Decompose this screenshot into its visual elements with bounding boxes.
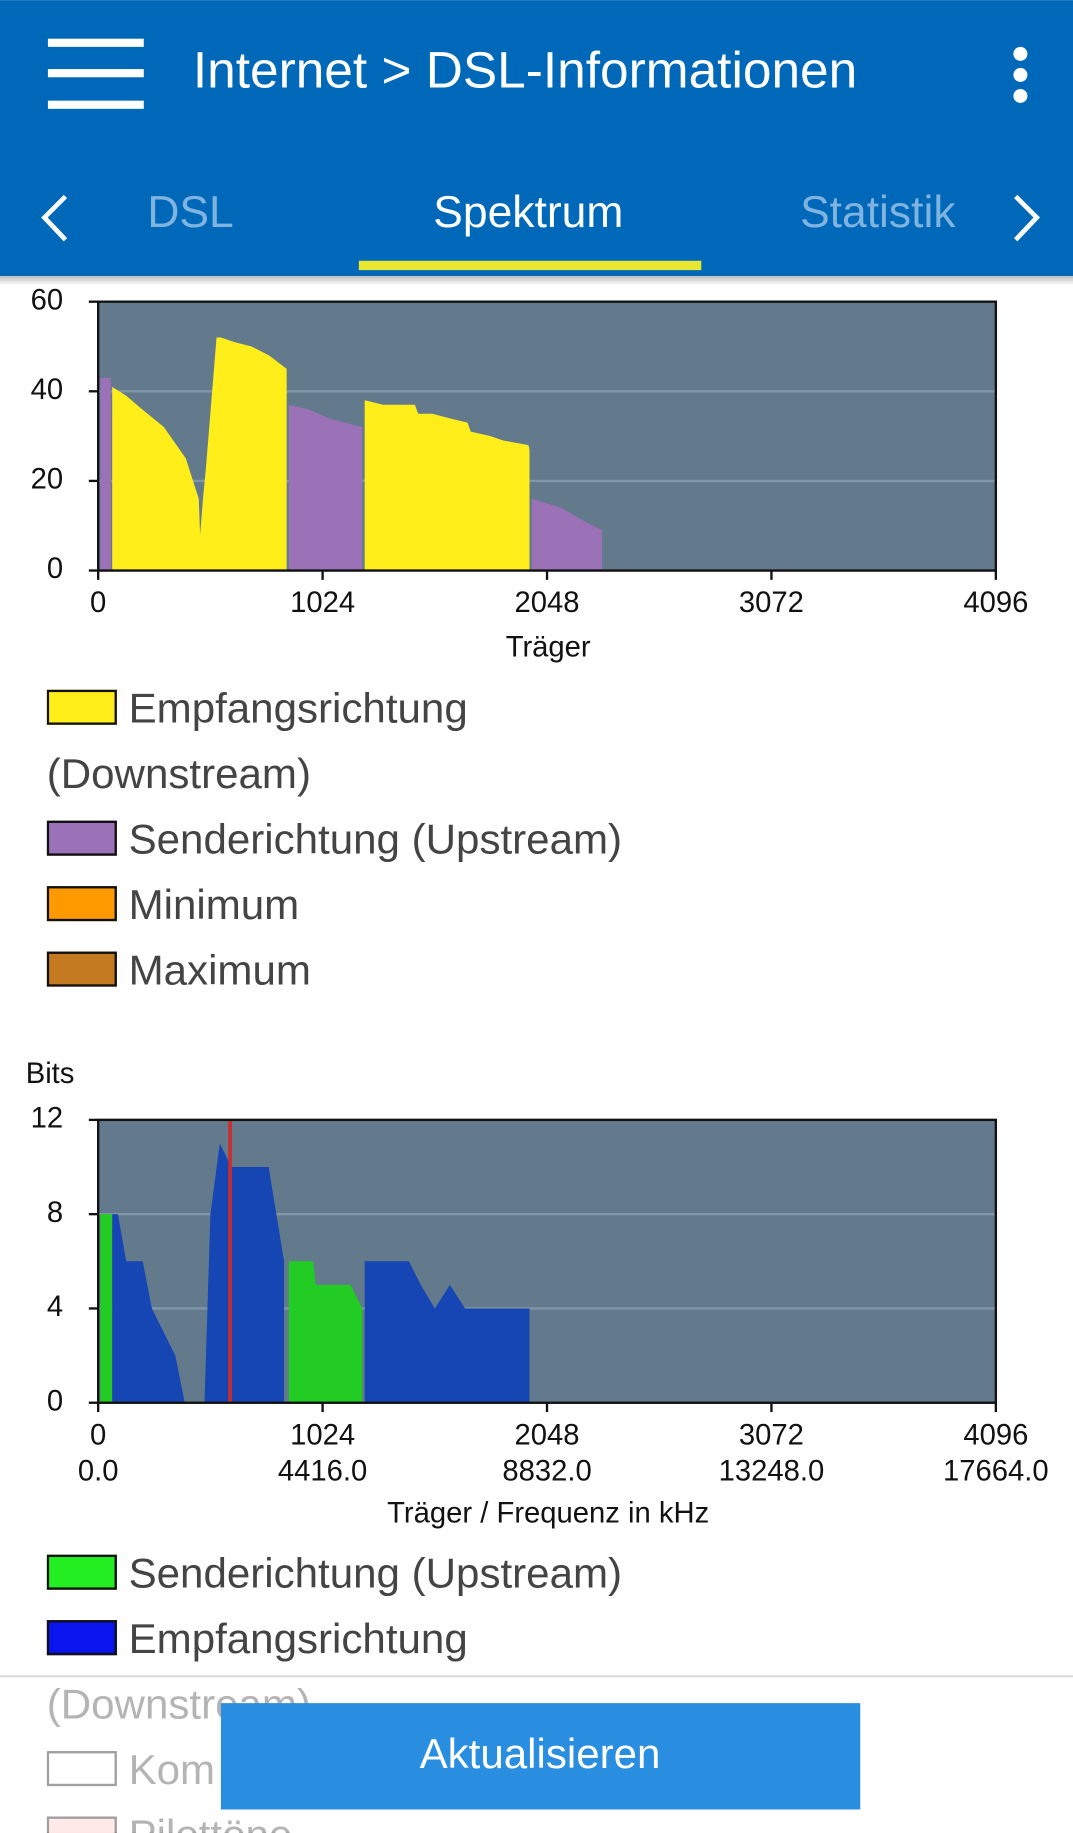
y-tick-label: 4	[47, 1291, 63, 1323]
x-tick-label: 0	[90, 587, 106, 619]
x-tick-label-khz: 8832.0	[502, 1456, 591, 1488]
charts: 0 20 40 60 0 1024 2048 3072 4096 Träger 0 4 8 12 0 1024…	[26, 284, 1049, 1529]
plot-frame	[97, 1118, 998, 1404]
area	[364, 400, 530, 571]
area	[531, 498, 603, 571]
tab-prev[interactable]	[41, 194, 68, 242]
app-bar-shadow	[0, 275, 1073, 286]
x-tick-label: 0	[90, 1419, 106, 1451]
area	[204, 1143, 285, 1403]
legend-item[interactable]: Minimum	[46, 872, 678, 937]
legend-label: Senderichtung (Upstream)	[128, 814, 623, 863]
tab[interactable]: DSL	[147, 188, 233, 237]
tab-next[interactable]	[1014, 194, 1041, 242]
area	[100, 377, 111, 571]
area	[112, 337, 287, 571]
x-tick-label: 1024	[290, 587, 355, 619]
tab-active[interactable]: Spektrum	[433, 188, 623, 237]
refresh-button-label[interactable]: Aktualisieren	[420, 1730, 661, 1777]
legend-label: Minimum	[128, 880, 300, 929]
legend-label: Empfangsrichtung (Downstream)	[46, 683, 468, 798]
legend-label: Maximum	[128, 945, 311, 994]
legend-swatch	[46, 689, 117, 725]
legend-item[interactable]: Empfangsrichtung (Downstream)	[46, 676, 678, 807]
x-tick-label-khz: 13248.0	[719, 1456, 825, 1488]
refresh-button[interactable]	[220, 1703, 861, 1810]
y-tick-label: 40	[31, 374, 64, 406]
y-tick-label: 12	[31, 1103, 64, 1135]
area	[364, 1261, 530, 1403]
legend-label: Senderichtung (Upstream)	[128, 1548, 623, 1597]
area	[288, 1261, 363, 1403]
plot-frame	[97, 300, 998, 572]
x-tick-label-khz: 0.0	[78, 1456, 119, 1488]
x-tick-label: 4096	[963, 587, 1028, 619]
overflow-menu[interactable]	[1013, 46, 1028, 103]
x-tick-label: 1024	[290, 1419, 355, 1451]
page-title: Internet > DSL-Informationen	[193, 40, 857, 98]
legend-swatch	[46, 1620, 117, 1656]
x-axis-label: Träger	[506, 632, 591, 664]
legend-item[interactable]: Senderichtung (Upstream)	[46, 807, 678, 872]
y-tick-label: 0	[47, 553, 63, 585]
legend: Empfangsrichtung (Downstream) Senderichtu…	[46, 676, 678, 1003]
y-tick-label: 20	[31, 464, 64, 496]
y-tick-label: 60	[31, 284, 64, 316]
legend-swatch	[46, 886, 117, 922]
x-tick-label-khz: 17664.0	[943, 1456, 1049, 1488]
x-tick-label-khz: 4416.0	[278, 1456, 367, 1488]
area	[112, 1214, 185, 1403]
legend-swatch	[46, 951, 117, 987]
y-tick-label: 8	[47, 1197, 63, 1229]
legend-item[interactable]: Senderichtung (Upstream)	[46, 1541, 678, 1606]
app-bar	[0, 0, 1073, 276]
x-tick-label: 2048	[515, 587, 580, 619]
menu-button[interactable]	[47, 38, 144, 109]
area	[100, 1214, 113, 1403]
x-tick-label: 3072	[739, 587, 804, 619]
x-tick-label: 3072	[739, 1419, 804, 1451]
x-tick-label: 4096	[963, 1419, 1028, 1451]
legend-item[interactable]: Maximum	[46, 938, 678, 1003]
legend-swatch	[46, 820, 117, 856]
legend-swatch	[46, 1554, 117, 1590]
x-tick-label: 2048	[515, 1419, 580, 1451]
x-axis-label: Träger / Frequenz in kHz	[387, 1498, 709, 1530]
tab-indicator	[358, 260, 702, 271]
area	[288, 404, 363, 571]
tab[interactable]: Statistik	[800, 188, 956, 237]
y-tick-label: 0	[47, 1385, 63, 1417]
y-axis-label: Bits	[26, 1058, 75, 1090]
